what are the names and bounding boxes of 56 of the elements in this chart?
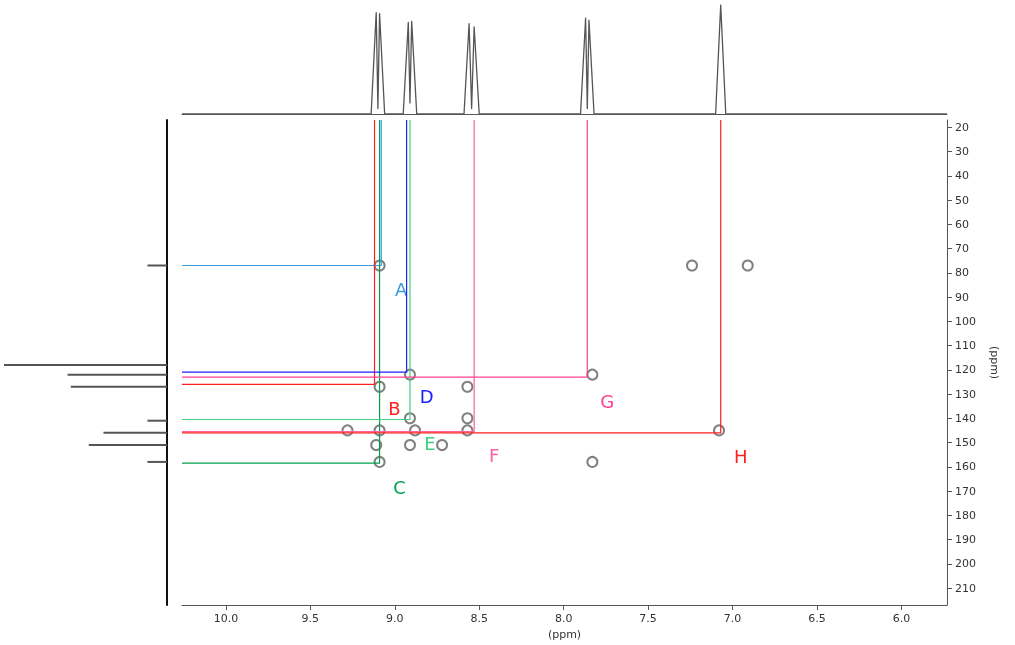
point (686, 259, 698, 272)
y-tick-label: 210 (955, 581, 976, 595)
x-tick-label: 6.0 (892, 612, 911, 625)
y-tick-label: 150 (955, 436, 976, 450)
y-tick-label: 70 (955, 242, 969, 256)
bar (147, 264, 167, 267)
y-tick-label: 40 (955, 169, 969, 183)
bar (67, 373, 167, 376)
x-tick-label: 7.5 (639, 612, 657, 625)
y-tick-label: 20 (955, 120, 969, 134)
x-tick-label: 7.0 (723, 612, 742, 625)
point (586, 368, 599, 381)
y-tick-label: 200 (955, 557, 976, 571)
y-tick-label: 140 (955, 411, 976, 425)
annotation: G (600, 390, 615, 412)
y-tick-label: 130 (955, 387, 976, 401)
x-tick-label: 8.5 (470, 612, 488, 625)
x-axis-title: (ppm) (547, 627, 582, 641)
point (586, 455, 599, 468)
x-tick-label: 9.5 (301, 612, 320, 625)
point (403, 438, 416, 451)
bar (70, 385, 167, 388)
bar (103, 431, 167, 434)
x-tick-label: 10.0 (213, 612, 239, 625)
x-tick-label: 6.5 (808, 612, 826, 625)
annotation: B (388, 397, 401, 419)
y-tick-label: 190 (955, 533, 976, 547)
y-tick-label: 60 (955, 217, 969, 231)
y-tick-label: 30 (955, 145, 969, 159)
point (461, 412, 474, 425)
point (461, 380, 474, 393)
y-tick-label: 100 (955, 314, 976, 328)
bar (88, 443, 167, 446)
y-tick-label: 80 (955, 266, 969, 280)
point (370, 438, 383, 451)
y-tick-label: 110 (955, 339, 976, 353)
y-tick-label: 180 (955, 508, 976, 522)
annotation: F (488, 445, 500, 467)
bar (147, 460, 167, 463)
y-tick-label: 170 (955, 484, 976, 498)
annotation: A (395, 279, 409, 300)
annotation: C (393, 476, 406, 498)
bar (4, 363, 167, 366)
point (741, 259, 754, 272)
x-tick-label: 8.0 (554, 612, 573, 625)
y-axis-title: (ppm) (988, 345, 1001, 380)
annotation: H (733, 446, 748, 468)
x-tick-label: 9.0 (386, 612, 404, 625)
bar (147, 419, 167, 422)
y-tick-label: 160 (955, 460, 976, 474)
y-tick-label: 120 (955, 363, 976, 377)
y-tick-label: 50 (955, 193, 969, 207)
point (436, 438, 449, 451)
annotation: E (424, 432, 436, 454)
y-tick-label: 90 (955, 290, 969, 304)
annotation: D (419, 385, 434, 407)
